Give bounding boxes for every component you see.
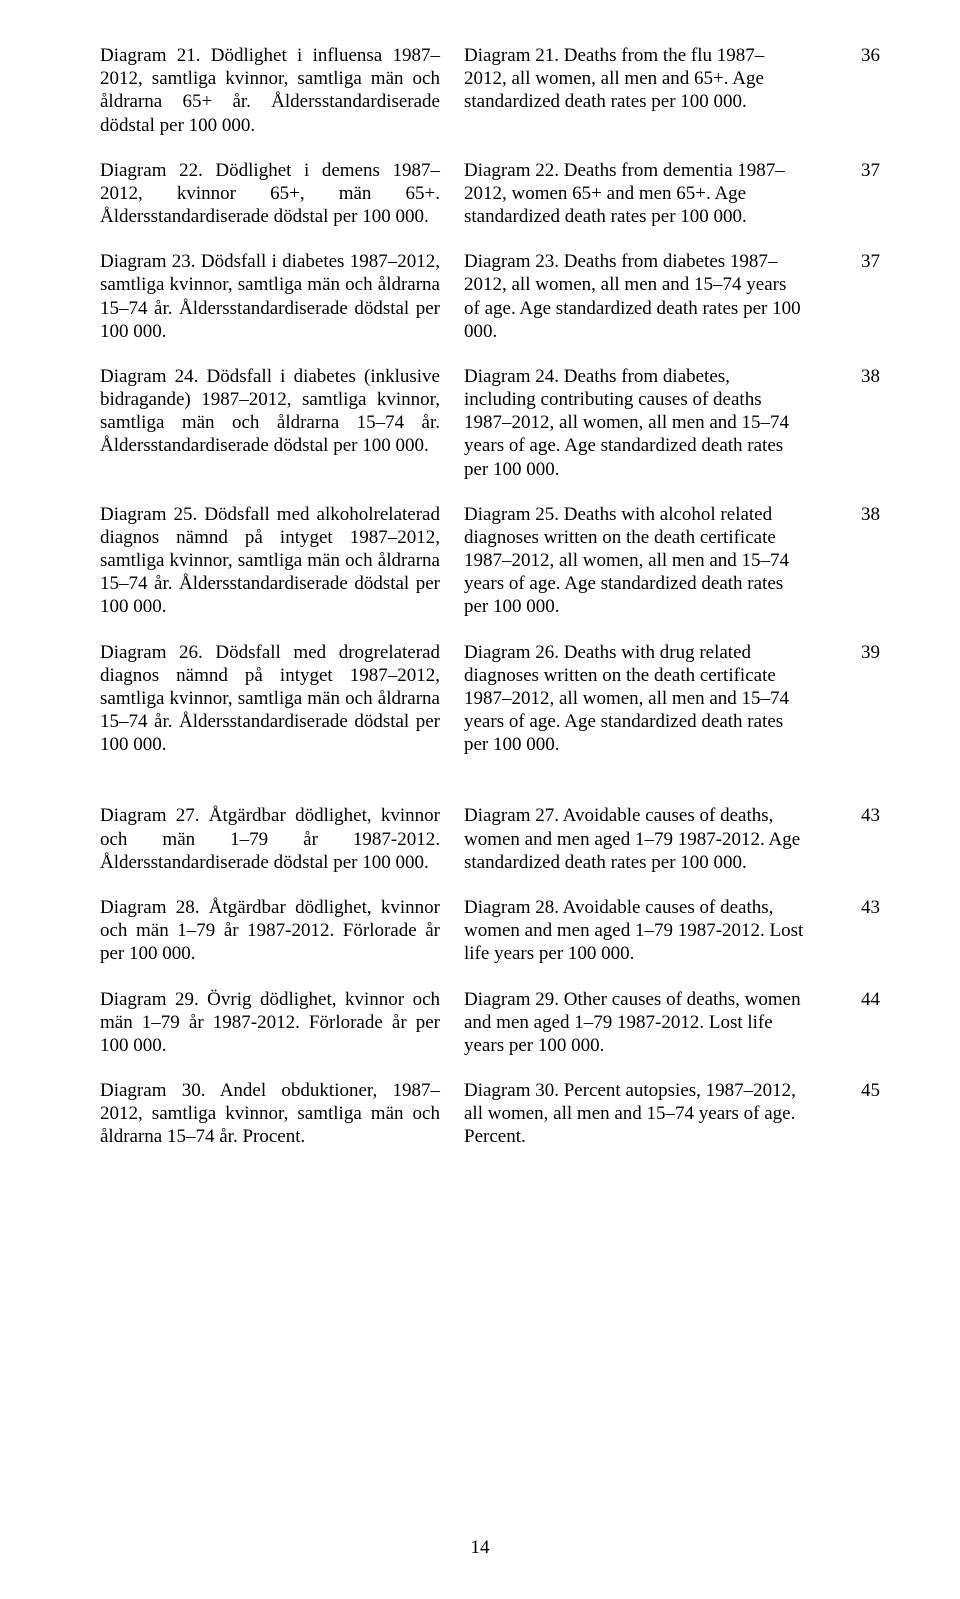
toc-row: Diagram 27. Åtgärdbar dödlighet, kvinnor… [100,804,884,874]
toc-row: Diagram 24. Dödsfall i diabetes (inklusi… [100,365,884,481]
toc-row: Diagram 23. Dödsfall i diabetes 1987–201… [100,250,884,343]
toc-swedish: Diagram 24. Dödsfall i diabetes (inklusi… [100,365,440,481]
document-page: Diagram 21. Dödlighet i influensa 1987–2… [0,0,960,1599]
toc-row: Diagram 28. Åtgärdbar dödlighet, kvinnor… [100,896,884,966]
toc-swedish: Diagram 26. Dödsfall med drogrelaterad d… [100,641,440,757]
toc-english: Diagram 24. Deaths from diabetes, includ… [464,365,804,481]
toc-row: Diagram 25. Dödsfall med alkoholrelatera… [100,503,884,619]
toc-row: Diagram 29. Övrig dödlighet, kvinnor och… [100,988,884,1058]
toc-english: Diagram 25. Deaths with alcohol related … [464,503,804,619]
toc-english: Diagram 23. Deaths from diabetes 1987–20… [464,250,804,343]
toc-page: 39 [820,641,880,757]
toc-page: 36 [820,44,880,137]
toc-english: Diagram 30. Percent autopsies, 1987–2012… [464,1079,804,1149]
toc-swedish: Diagram 30. Andel obduktioner, 1987–2012… [100,1079,440,1149]
toc-page: 37 [820,159,880,229]
toc-english: Diagram 29. Other causes of deaths, wome… [464,988,804,1058]
toc-page: 44 [820,988,880,1058]
toc-row: Diagram 30. Andel obduktioner, 1987–2012… [100,1079,884,1149]
toc-english: Diagram 27. Avoidable causes of deaths, … [464,804,804,874]
toc-row: Diagram 21. Dödlighet i influensa 1987–2… [100,44,884,137]
page-number: 14 [0,1537,960,1559]
toc-swedish: Diagram 23. Dödsfall i diabetes 1987–201… [100,250,440,343]
toc-swedish: Diagram 28. Åtgärdbar dödlighet, kvinnor… [100,896,440,966]
section-gap [100,778,884,804]
toc-page: 45 [820,1079,880,1149]
toc-english: Diagram 21. Deaths from the flu 1987–201… [464,44,804,137]
toc-swedish: Diagram 25. Dödsfall med alkoholrelatera… [100,503,440,619]
toc-english: Diagram 28. Avoidable causes of deaths, … [464,896,804,966]
toc-row: Diagram 26. Dödsfall med drogrelaterad d… [100,641,884,757]
toc-page: 37 [820,250,880,343]
toc-page: 43 [820,804,880,874]
toc-english: Diagram 26. Deaths with drug related dia… [464,641,804,757]
toc-page: 38 [820,503,880,619]
toc-swedish: Diagram 22. Dödlighet i demens 1987–2012… [100,159,440,229]
toc-english: Diagram 22. Deaths from dementia 1987–20… [464,159,804,229]
toc-page: 38 [820,365,880,481]
toc-swedish: Diagram 27. Åtgärdbar dödlighet, kvinnor… [100,804,440,874]
toc-page: 43 [820,896,880,966]
toc-row: Diagram 22. Dödlighet i demens 1987–2012… [100,159,884,229]
toc-swedish: Diagram 21. Dödlighet i influensa 1987–2… [100,44,440,137]
toc-swedish: Diagram 29. Övrig dödlighet, kvinnor och… [100,988,440,1058]
